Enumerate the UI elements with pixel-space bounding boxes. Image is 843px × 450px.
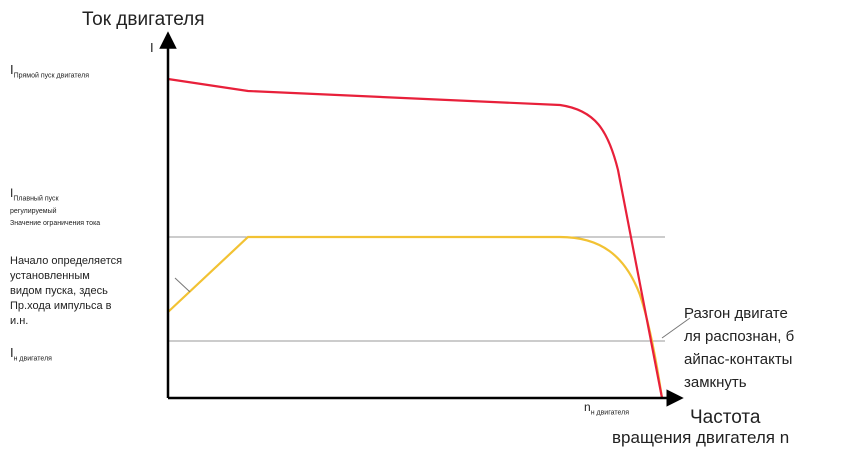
direct-start-current-curve [167, 77, 664, 399]
nominal-current-label: Iн двигателя [10, 345, 52, 363]
left-note-pointer [174, 277, 191, 293]
nominal-speed-label: nн двигателя [584, 400, 630, 417]
x-axis-title-line2: вращения двигателя n [612, 428, 790, 447]
right-note-pointer [661, 317, 691, 339]
x-axis-title-line1: Частота [690, 407, 761, 428]
soft-start-current-curve [167, 235, 664, 399]
y-axis-title: Ток двигателя [82, 9, 205, 30]
direct-start-current-label: IПрямой пуск двигателя [10, 62, 90, 80]
bypass-callout-note: Разгон двигате ля распознан, б айпас-кон… [684, 305, 795, 391]
y-axis-symbol: I [150, 40, 154, 55]
current-limit-label: IПлавный пуск регулируемый Значение огра… [10, 186, 101, 228]
start-behavior-note: Начало определяется установленным видом … [10, 255, 123, 327]
